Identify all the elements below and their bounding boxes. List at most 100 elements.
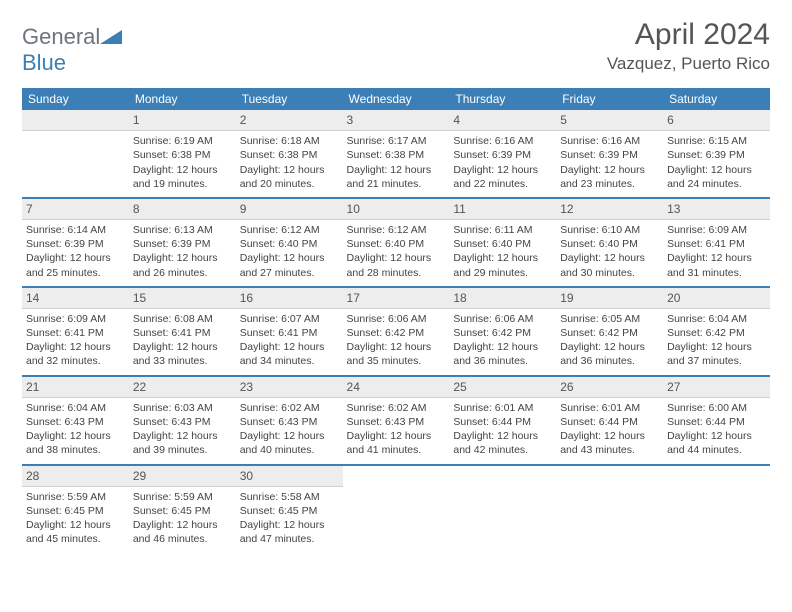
day-details: Sunrise: 6:01 AMSunset: 6:44 PMDaylight:… (453, 401, 552, 458)
day-cell: 8 Sunrise: 6:13 AMSunset: 6:39 PMDaylight… (129, 198, 236, 286)
week-row: 14 Sunrise: 6:09 AMSunset: 6:41 PMDayligh… (22, 287, 770, 375)
day-number: 18 (449, 288, 556, 309)
location-text: Vazquez, Puerto Rico (607, 54, 770, 74)
day-details: Sunrise: 6:14 AMSunset: 6:39 PMDaylight:… (26, 223, 125, 280)
day-number: 11 (449, 199, 556, 220)
day-number: 9 (236, 199, 343, 220)
month-title: April 2024 (607, 18, 770, 52)
day-cell: 23 Sunrise: 6:02 AMSunset: 6:43 PMDayligh… (236, 376, 343, 464)
day-cell: 19 Sunrise: 6:05 AMSunset: 6:42 PMDayligh… (556, 287, 663, 375)
triangle-icon (100, 28, 122, 44)
brand-text: General Blue (22, 24, 122, 76)
day-header-cell: Monday (129, 88, 236, 110)
day-header-cell: Saturday (663, 88, 770, 110)
day-number: 1 (129, 110, 236, 131)
day-cell: 10Sunrise: 6:12 AMSunset: 6:40 PMDayligh… (343, 198, 450, 286)
day-header-cell: Tuesday (236, 88, 343, 110)
day-cell (449, 465, 556, 553)
day-cell: 18 Sunrise: 6:06 AMSunset: 6:42 PMDayligh… (449, 287, 556, 375)
day-number: 29 (129, 466, 236, 487)
day-cell: 6 Sunrise: 6:15 AMSunset: 6:39 PMDaylight… (663, 110, 770, 197)
day-number: 25 (449, 377, 556, 398)
day-details: Sunrise: 6:04 AMSunset: 6:42 PMDaylight:… (667, 312, 766, 369)
day-details: Sunrise: 5:59 AMSunset: 6:45 PMDaylight:… (133, 490, 232, 547)
day-header-cell: Thursday (449, 88, 556, 110)
day-number: 2 (236, 110, 343, 131)
day-cell: 3 Sunrise: 6:17 AMSunset: 6:38 PMDaylight… (343, 110, 450, 197)
day-number: 12 (556, 199, 663, 220)
day-cell: 1 Sunrise: 6:19 AMSunset: 6:38 PMDaylight… (129, 110, 236, 197)
day-number: 23 (236, 377, 343, 398)
day-cell: 24 Sunrise: 6:02 AMSunset: 6:43 PMDayligh… (343, 376, 450, 464)
day-number: 28 (22, 466, 129, 487)
day-number: 13 (663, 199, 770, 220)
day-details: Sunrise: 6:06 AMSunset: 6:42 PMDaylight:… (347, 312, 446, 369)
day-details: Sunrise: 6:16 AMSunset: 6:39 PMDaylight:… (560, 134, 659, 191)
day-header-cell: Sunday (22, 88, 129, 110)
day-number: 20 (663, 288, 770, 309)
day-details: Sunrise: 6:19 AMSunset: 6:38 PMDaylight:… (133, 134, 232, 191)
day-cell: 20 Sunrise: 6:04 AMSunset: 6:42 PMDayligh… (663, 287, 770, 375)
day-number: 10 (343, 199, 450, 220)
day-cell: 4Sunrise: 6:16 AMSunset: 6:39 PMDaylight… (449, 110, 556, 197)
day-header-cell: Friday (556, 88, 663, 110)
day-cell: 11 Sunrise: 6:11 AMSunset: 6:40 PMDayligh… (449, 198, 556, 286)
day-cell: 13Sunrise: 6:09 AMSunset: 6:41 PMDayligh… (663, 198, 770, 286)
day-details: Sunrise: 6:07 AMSunset: 6:41 PMDaylight:… (240, 312, 339, 369)
day-cell (663, 465, 770, 553)
day-cell: 27Sunrise: 6:00 AMSunset: 6:44 PMDayligh… (663, 376, 770, 464)
day-cell: 29 Sunrise: 5:59 AMSunset: 6:45 PMDayligh… (129, 465, 236, 553)
day-number: 7 (22, 199, 129, 220)
day-number: 15 (129, 288, 236, 309)
title-block: April 2024 Vazquez, Puerto Rico (607, 18, 770, 74)
day-cell: 25 Sunrise: 6:01 AMSunset: 6:44 PMDayligh… (449, 376, 556, 464)
day-details: Sunrise: 6:03 AMSunset: 6:43 PMDaylight:… (133, 401, 232, 458)
week-row: 7 Sunrise: 6:14 AMSunset: 6:39 PMDaylight… (22, 198, 770, 286)
day-number: 5 (556, 110, 663, 131)
day-details: Sunrise: 6:02 AMSunset: 6:43 PMDaylight:… (240, 401, 339, 458)
week-row: 28Sunrise: 5:59 AMSunset: 6:45 PMDayligh… (22, 465, 770, 553)
day-details: Sunrise: 6:04 AMSunset: 6:43 PMDaylight:… (26, 401, 125, 458)
day-number: 6 (663, 110, 770, 131)
day-number: 3 (343, 110, 450, 131)
day-cell: 9 Sunrise: 6:12 AMSunset: 6:40 PMDaylight… (236, 198, 343, 286)
day-number: 16 (236, 288, 343, 309)
brand-logo: General Blue (22, 18, 122, 76)
day-cell (22, 110, 129, 197)
day-details: Sunrise: 6:13 AMSunset: 6:39 PMDaylight:… (133, 223, 232, 280)
day-cell: 14 Sunrise: 6:09 AMSunset: 6:41 PMDayligh… (22, 287, 129, 375)
day-number: 8 (129, 199, 236, 220)
day-cell: 12 Sunrise: 6:10 AMSunset: 6:40 PMDayligh… (556, 198, 663, 286)
day-header-cell: Wednesday (343, 88, 450, 110)
day-details: Sunrise: 6:15 AMSunset: 6:39 PMDaylight:… (667, 134, 766, 191)
day-details: Sunrise: 6:10 AMSunset: 6:40 PMDaylight:… (560, 223, 659, 280)
day-details: Sunrise: 6:01 AMSunset: 6:44 PMDaylight:… (560, 401, 659, 458)
day-number: 30 (236, 466, 343, 487)
day-number: 17 (343, 288, 450, 309)
day-cell: 26 Sunrise: 6:01 AMSunset: 6:44 PMDayligh… (556, 376, 663, 464)
day-number: 24 (343, 377, 450, 398)
day-details: Sunrise: 6:11 AMSunset: 6:40 PMDaylight:… (453, 223, 552, 280)
day-number: 26 (556, 377, 663, 398)
day-cell: 2Sunrise: 6:18 AMSunset: 6:38 PMDaylight… (236, 110, 343, 197)
brand-text-1: General (22, 24, 100, 49)
day-details: Sunrise: 6:12 AMSunset: 6:40 PMDaylight:… (240, 223, 339, 280)
day-cell: 5 Sunrise: 6:16 AMSunset: 6:39 PMDaylight… (556, 110, 663, 197)
day-details: Sunrise: 6:17 AMSunset: 6:38 PMDaylight:… (347, 134, 446, 191)
day-cell: 30Sunrise: 5:58 AMSunset: 6:45 PMDayligh… (236, 465, 343, 553)
day-cell: 17 Sunrise: 6:06 AMSunset: 6:42 PMDayligh… (343, 287, 450, 375)
day-details: Sunrise: 6:00 AMSunset: 6:44 PMDaylight:… (667, 401, 766, 458)
day-details: Sunrise: 6:05 AMSunset: 6:42 PMDaylight:… (560, 312, 659, 369)
day-number: 21 (22, 377, 129, 398)
brand-text-2: Blue (22, 50, 66, 75)
day-number: 14 (22, 288, 129, 309)
week-row: 1 Sunrise: 6:19 AMSunset: 6:38 PMDaylight… (22, 110, 770, 197)
day-cell: 22Sunrise: 6:03 AMSunset: 6:43 PMDayligh… (129, 376, 236, 464)
day-details: Sunrise: 6:08 AMSunset: 6:41 PMDaylight:… (133, 312, 232, 369)
day-details: Sunrise: 6:02 AMSunset: 6:43 PMDaylight:… (347, 401, 446, 458)
week-row: 21 Sunrise: 6:04 AMSunset: 6:43 PMDayligh… (22, 376, 770, 464)
header: General Blue April 2024 Vazquez, Puerto … (22, 18, 770, 76)
day-details: Sunrise: 6:06 AMSunset: 6:42 PMDaylight:… (453, 312, 552, 369)
day-details: Sunrise: 6:09 AMSunset: 6:41 PMDaylight:… (26, 312, 125, 369)
day-number: 19 (556, 288, 663, 309)
